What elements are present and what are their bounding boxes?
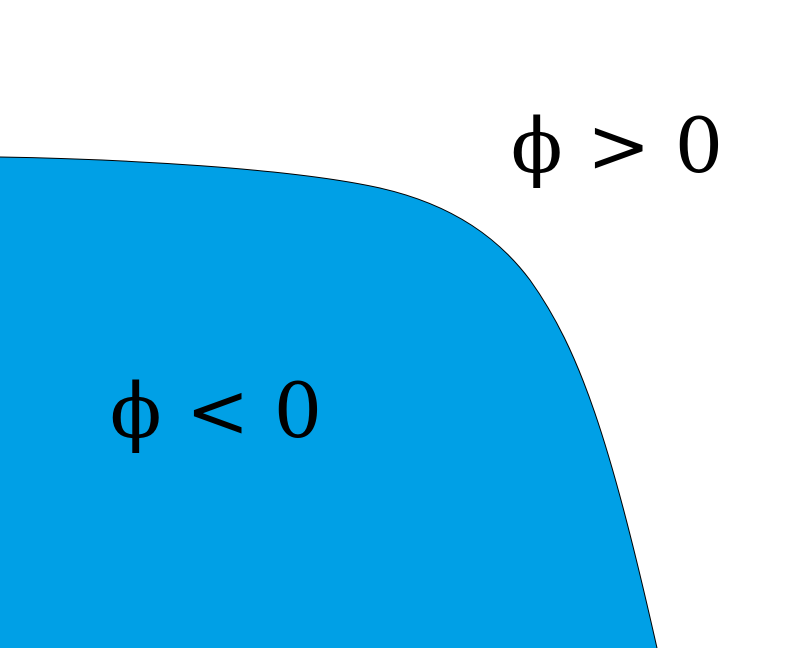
phi-positive-label: ϕ > 0 [511,101,723,190]
inside-region [0,157,657,648]
phi-negative-label: ϕ < 0 [110,366,322,455]
zero-level-set-curve [0,156,658,648]
